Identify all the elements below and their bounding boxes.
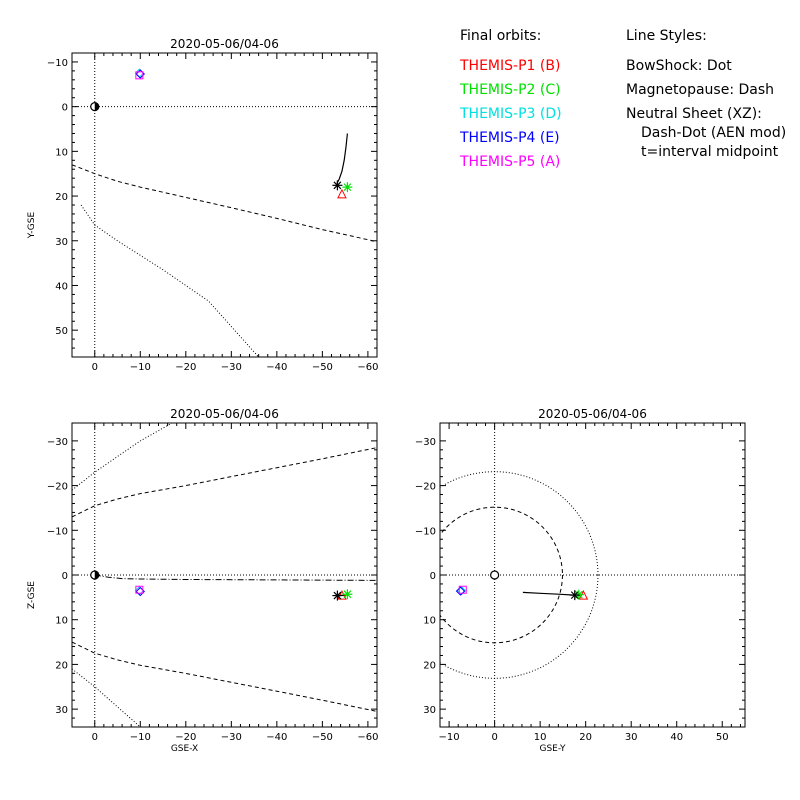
bowshock-line: [72, 668, 141, 727]
y-tick-label: −10: [415, 526, 436, 537]
y-tick-label: 20: [55, 660, 68, 671]
y-tick-label: 0: [62, 571, 68, 582]
y-tick-label: 30: [55, 237, 68, 248]
orbit-track: [522, 591, 575, 596]
y-tick-label: 10: [423, 616, 436, 627]
chart-title: 2020-05-06/04-06: [170, 37, 279, 51]
x-tick-label: 10: [534, 732, 547, 743]
legend-style-magnetopause: Magnetopause: Dash: [626, 82, 774, 98]
legend-style-neutral-sheet: Neutral Sheet (XZ):: [626, 106, 762, 122]
y-tick-label: 30: [423, 705, 436, 716]
orbit-track: [336, 133, 348, 184]
bowshock-circle: [440, 471, 599, 679]
x-tick-label: 30: [625, 732, 638, 743]
x-tick-label: −30: [221, 732, 242, 743]
x-axis-label: GSE-Y: [539, 744, 566, 754]
chart-title: 2020-05-06/04-06: [170, 407, 279, 421]
legend-probe-p2: THEMIS-P2 (C): [459, 82, 561, 98]
x-tick-label: 0: [92, 732, 98, 743]
marker-p2: [342, 589, 353, 600]
marker-p5: [135, 585, 144, 594]
legend-style-dashdot: Dash-Dot (AEN mod): [641, 125, 786, 141]
y-tick-label: −10: [47, 526, 68, 537]
chart-title: 2020-05-06/04-06: [538, 407, 647, 421]
y-tick-label: 50: [55, 326, 68, 337]
x-tick-label: −50: [312, 732, 333, 743]
x-tick-label: −20: [175, 362, 196, 373]
x-tick-label: −30: [221, 362, 242, 373]
bowshock-line-lower: [72, 423, 173, 491]
y-tick-label: 20: [423, 660, 436, 671]
y-axis-label: Z-GSE: [27, 581, 37, 609]
x-tick-label: −10: [439, 732, 460, 743]
legend-probe-p3: THEMIS-P3 (D): [459, 106, 562, 122]
marker-midpoint: [569, 590, 580, 601]
plot-frame: [71, 52, 378, 358]
x-axis-label: GSE-X: [171, 744, 198, 754]
x-tick-label: −50: [312, 362, 333, 373]
marker-midpoint-stroke: [333, 591, 342, 600]
x-tick-label: −40: [266, 732, 287, 743]
x-tick-label: 50: [716, 732, 729, 743]
earth-dayside: [94, 102, 99, 111]
y-tick-label: 10: [55, 147, 68, 158]
y-tick-label: −20: [415, 482, 436, 493]
y-tick-label: 10: [55, 616, 68, 627]
y-tick-label: 0: [62, 103, 68, 114]
bowshock-line: [80, 204, 259, 357]
x-tick-label: 0: [491, 732, 497, 743]
x-tick-label: 0: [92, 362, 98, 373]
marker-p2: [342, 182, 353, 193]
x-tick-label: −60: [357, 362, 378, 373]
x-tick-label: −20: [175, 732, 196, 743]
marker-p5: [458, 585, 467, 594]
marker-p5: [135, 71, 144, 80]
magnetopause-line: [72, 164, 377, 243]
marker-midpoint: [332, 590, 343, 601]
chart-panel-1: 2020-05-06/04-06 0 −10 −20 −30 −40 −50 −60 −10 0 1…: [27, 37, 378, 373]
legend-orbits-title: Final orbits:: [460, 28, 541, 44]
y-tick-label: −20: [47, 482, 68, 493]
y-tick-label: −30: [47, 437, 68, 448]
legend-probe-p4: THEMIS-P4 (E): [459, 130, 560, 146]
neutral-sheet-line: [94, 574, 377, 581]
legend-probe-p5: THEMIS-P5 (A): [459, 154, 560, 170]
y-tick-label: 20: [55, 192, 68, 203]
plot-area: [440, 423, 745, 727]
y-tick-label: −10: [47, 58, 68, 69]
marker-midpoint-stroke: [570, 591, 579, 600]
magnetopause-line: [72, 641, 377, 712]
x-tick-label: 20: [579, 732, 592, 743]
legend-probe-p1: THEMIS-P1 (B): [459, 58, 560, 74]
chart-panel-2: 2020-05-06/04-06 0 −10 −20 −30 −40 −50 −60 −30 −2…: [27, 407, 378, 754]
chart-panel-3: 2020-05-06/04-06 −10 0 10 20 30 40 50 −30 −20 −10 0…: [415, 407, 746, 754]
legend-style-bowshock: BowShock: Dot: [626, 58, 732, 74]
marker-midpoint-stroke: [333, 181, 342, 190]
x-tick-label: −10: [130, 732, 151, 743]
marker-p4: [455, 586, 466, 596]
marker-p2-stroke: [343, 183, 352, 192]
legend: Final orbits: THEMIS-P1 (B) THEMIS-P2 (C…: [459, 28, 786, 170]
plot-area: [72, 53, 377, 357]
y-tick-label: 30: [55, 705, 68, 716]
magnetopause-circle: [440, 506, 563, 644]
y-tick-label: 40: [55, 281, 68, 292]
marker-p1: [337, 188, 347, 199]
marker-p2-stroke: [343, 590, 352, 599]
magnetopause-line-lower: [72, 447, 377, 518]
marker-midpoint: [332, 180, 343, 191]
earth-icon: [490, 570, 500, 580]
y-axis-label: Y-GSE: [27, 212, 37, 240]
x-tick-label: −60: [357, 732, 378, 743]
x-tick-label: −40: [266, 362, 287, 373]
earth-dayside: [94, 571, 99, 579]
x-tick-label: 40: [670, 732, 683, 743]
legend-style-midpoint: t=interval midpoint: [641, 144, 779, 160]
y-tick-label: −30: [415, 437, 436, 448]
y-tick-label: 0: [430, 571, 436, 582]
legend-styles-title: Line Styles:: [626, 28, 707, 44]
x-tick-label: −10: [130, 362, 151, 373]
plot-area: [72, 423, 377, 727]
